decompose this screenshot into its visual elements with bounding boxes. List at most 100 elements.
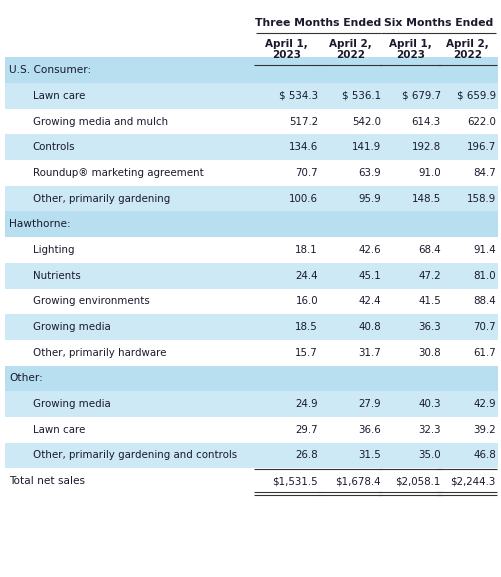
Text: 15.7: 15.7 bbox=[296, 348, 318, 358]
Text: Lighting: Lighting bbox=[33, 245, 74, 255]
Bar bbox=[5, 417, 498, 443]
Text: Other, primarily gardening: Other, primarily gardening bbox=[33, 194, 170, 204]
Text: Growing environments: Growing environments bbox=[33, 297, 149, 306]
Bar bbox=[5, 469, 498, 494]
Text: 42.9: 42.9 bbox=[473, 399, 496, 409]
Text: $2,244.3: $2,244.3 bbox=[450, 476, 496, 486]
Text: $ 679.7: $ 679.7 bbox=[402, 91, 441, 101]
Bar bbox=[5, 212, 498, 237]
Text: 134.6: 134.6 bbox=[289, 143, 318, 152]
Text: 41.5: 41.5 bbox=[418, 297, 441, 306]
Text: 45.1: 45.1 bbox=[358, 271, 381, 280]
Text: Lawn care: Lawn care bbox=[33, 425, 85, 434]
Bar bbox=[5, 160, 498, 186]
Text: 16.0: 16.0 bbox=[296, 297, 318, 306]
Text: 32.3: 32.3 bbox=[418, 425, 441, 434]
Text: 42.6: 42.6 bbox=[358, 245, 381, 255]
Text: 196.7: 196.7 bbox=[467, 143, 496, 152]
Text: 18.1: 18.1 bbox=[296, 245, 318, 255]
Text: 517.2: 517.2 bbox=[289, 117, 318, 126]
Text: Controls: Controls bbox=[33, 143, 75, 152]
Text: $ 659.9: $ 659.9 bbox=[457, 91, 496, 101]
Text: 35.0: 35.0 bbox=[418, 451, 441, 460]
Text: 46.8: 46.8 bbox=[473, 451, 496, 460]
Text: Growing media: Growing media bbox=[33, 399, 110, 409]
Text: Other, primarily gardening and controls: Other, primarily gardening and controls bbox=[33, 451, 236, 460]
Text: 31.7: 31.7 bbox=[358, 348, 381, 358]
Text: Other, primarily hardware: Other, primarily hardware bbox=[33, 348, 166, 358]
Text: 29.7: 29.7 bbox=[296, 425, 318, 434]
Text: 2023: 2023 bbox=[396, 50, 425, 61]
Text: 24.9: 24.9 bbox=[296, 399, 318, 409]
Text: 148.5: 148.5 bbox=[412, 194, 441, 204]
Text: Growing media: Growing media bbox=[33, 322, 110, 332]
Text: April 2,: April 2, bbox=[446, 39, 488, 49]
Text: 39.2: 39.2 bbox=[473, 425, 496, 434]
Text: 91.0: 91.0 bbox=[418, 168, 441, 178]
Text: 88.4: 88.4 bbox=[473, 297, 496, 306]
Text: $ 534.3: $ 534.3 bbox=[279, 91, 318, 101]
Text: 95.9: 95.9 bbox=[358, 194, 381, 204]
Bar bbox=[5, 237, 498, 263]
Text: $1,678.4: $1,678.4 bbox=[335, 476, 381, 486]
Text: $1,531.5: $1,531.5 bbox=[273, 476, 318, 486]
Text: April 1,: April 1, bbox=[266, 39, 308, 49]
Text: 61.7: 61.7 bbox=[473, 348, 496, 358]
Text: 31.5: 31.5 bbox=[358, 451, 381, 460]
Text: U.S. Consumer:: U.S. Consumer: bbox=[9, 65, 91, 75]
Bar bbox=[5, 391, 498, 417]
Text: 622.0: 622.0 bbox=[467, 117, 496, 126]
Text: 63.9: 63.9 bbox=[358, 168, 381, 178]
Text: 192.8: 192.8 bbox=[412, 143, 441, 152]
Text: 42.4: 42.4 bbox=[358, 297, 381, 306]
Text: 141.9: 141.9 bbox=[352, 143, 381, 152]
Bar bbox=[5, 288, 498, 314]
Text: 70.7: 70.7 bbox=[473, 322, 496, 332]
Text: Three Months Ended: Three Months Ended bbox=[255, 18, 381, 28]
Text: Nutrients: Nutrients bbox=[33, 271, 80, 280]
Text: Hawthorne:: Hawthorne: bbox=[9, 219, 71, 229]
Text: 68.4: 68.4 bbox=[418, 245, 441, 255]
Text: 24.4: 24.4 bbox=[296, 271, 318, 280]
Bar bbox=[5, 340, 498, 366]
Text: April 2,: April 2, bbox=[329, 39, 372, 49]
Text: Growing media and mulch: Growing media and mulch bbox=[33, 117, 168, 126]
Text: 30.8: 30.8 bbox=[418, 348, 441, 358]
Text: 36.6: 36.6 bbox=[358, 425, 381, 434]
Bar bbox=[5, 314, 498, 340]
Text: 47.2: 47.2 bbox=[418, 271, 441, 280]
Text: 81.0: 81.0 bbox=[473, 271, 496, 280]
Bar bbox=[5, 109, 498, 134]
Bar bbox=[5, 263, 498, 288]
Text: 40.3: 40.3 bbox=[418, 399, 441, 409]
Text: 542.0: 542.0 bbox=[352, 117, 381, 126]
Text: 27.9: 27.9 bbox=[358, 399, 381, 409]
Bar bbox=[5, 443, 498, 469]
Text: Total net sales: Total net sales bbox=[9, 476, 85, 486]
Bar bbox=[5, 134, 498, 160]
Bar bbox=[5, 58, 498, 83]
Text: Lawn care: Lawn care bbox=[33, 91, 85, 101]
Text: 84.7: 84.7 bbox=[473, 168, 496, 178]
Text: 70.7: 70.7 bbox=[296, 168, 318, 178]
Text: April 1,: April 1, bbox=[389, 39, 432, 49]
Bar bbox=[5, 186, 498, 212]
Text: 36.3: 36.3 bbox=[418, 322, 441, 332]
Text: 100.6: 100.6 bbox=[289, 194, 318, 204]
Text: $2,058.1: $2,058.1 bbox=[395, 476, 441, 486]
Text: 18.5: 18.5 bbox=[296, 322, 318, 332]
Text: 158.9: 158.9 bbox=[467, 194, 496, 204]
Text: 614.3: 614.3 bbox=[412, 117, 441, 126]
Text: 26.8: 26.8 bbox=[296, 451, 318, 460]
Text: 2022: 2022 bbox=[453, 50, 481, 61]
Text: 2023: 2023 bbox=[273, 50, 301, 61]
Text: 40.8: 40.8 bbox=[358, 322, 381, 332]
Bar bbox=[5, 366, 498, 391]
Text: Other:: Other: bbox=[9, 373, 43, 383]
Text: 91.4: 91.4 bbox=[473, 245, 496, 255]
Bar bbox=[5, 83, 498, 109]
Text: Roundup® marketing agreement: Roundup® marketing agreement bbox=[33, 168, 203, 178]
Text: $ 536.1: $ 536.1 bbox=[342, 91, 381, 101]
Text: 2022: 2022 bbox=[336, 50, 365, 61]
Text: Six Months Ended: Six Months Ended bbox=[384, 18, 493, 28]
